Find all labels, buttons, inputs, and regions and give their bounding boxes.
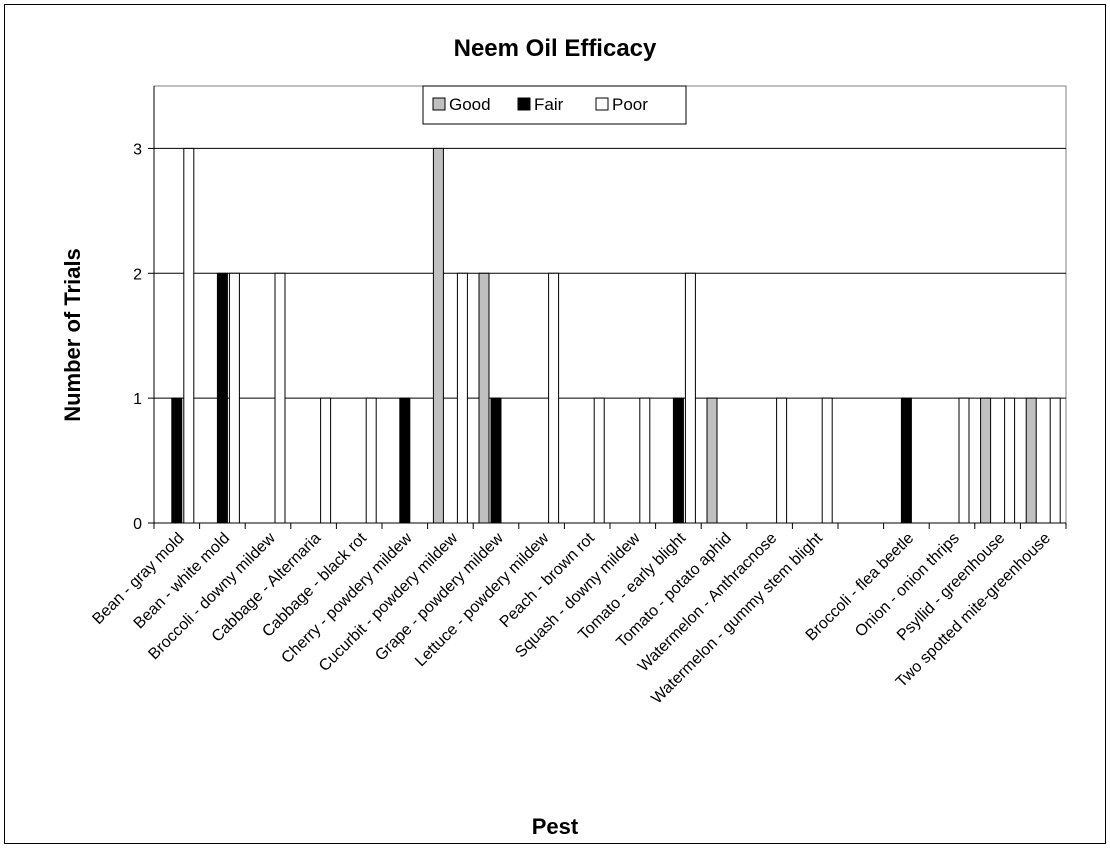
- legend-label-poor: Poor: [612, 95, 648, 114]
- y-tick-label: 3: [133, 141, 142, 158]
- bar-good: [706, 397, 718, 524]
- legend: Good Fair Poor: [422, 85, 687, 125]
- y-tick-labels: 0 1 2 3: [133, 141, 142, 533]
- bar-poor: [548, 272, 560, 524]
- legend-swatch-good: [432, 97, 446, 111]
- plot-border: [153, 85, 1067, 524]
- bar-good: [432, 147, 444, 524]
- bar-poor: [274, 272, 286, 524]
- bar-poor: [228, 272, 240, 524]
- bars: [171, 147, 1061, 524]
- chart-title: Neem Oil Efficacy: [454, 35, 657, 62]
- legend-label-good: Good: [449, 95, 491, 114]
- bar-poor: [320, 397, 332, 524]
- y-tick-label: 1: [133, 391, 142, 408]
- bar-fair: [399, 397, 411, 524]
- bar-poor: [684, 272, 696, 524]
- bar-fair: [490, 397, 502, 524]
- x-tick-label: Watermelon - gummy stem blight: [648, 529, 826, 707]
- legend-box: [422, 85, 687, 125]
- bar-good: [1025, 397, 1037, 524]
- axes: [148, 86, 1067, 529]
- bar-fair: [171, 397, 183, 524]
- legend-label-fair: Fair: [534, 95, 564, 114]
- gridlines: [154, 147, 1066, 399]
- bar-good: [980, 397, 992, 524]
- bar-poor: [1049, 397, 1061, 524]
- bar-poor: [456, 272, 468, 524]
- bar-good: [478, 272, 490, 524]
- y-axis-title: Number of Trials: [60, 248, 85, 422]
- bar-fair: [672, 397, 684, 524]
- legend-swatch-fair: [517, 97, 531, 111]
- bar-poor: [958, 397, 970, 524]
- bar-fair: [900, 397, 912, 524]
- bar-poor: [1004, 397, 1016, 524]
- y-tick-label: 0: [133, 516, 142, 533]
- bar-poor: [365, 397, 377, 524]
- x-axis-title: Pest: [532, 814, 579, 839]
- bar-poor: [776, 397, 788, 524]
- bar-poor: [821, 397, 833, 524]
- bar-fair: [216, 272, 228, 524]
- bar-poor: [183, 147, 195, 524]
- bar-poor: [593, 397, 605, 524]
- legend-swatch-poor: [595, 97, 609, 111]
- y-tick-label: 2: [133, 266, 142, 283]
- bar-poor: [639, 397, 651, 524]
